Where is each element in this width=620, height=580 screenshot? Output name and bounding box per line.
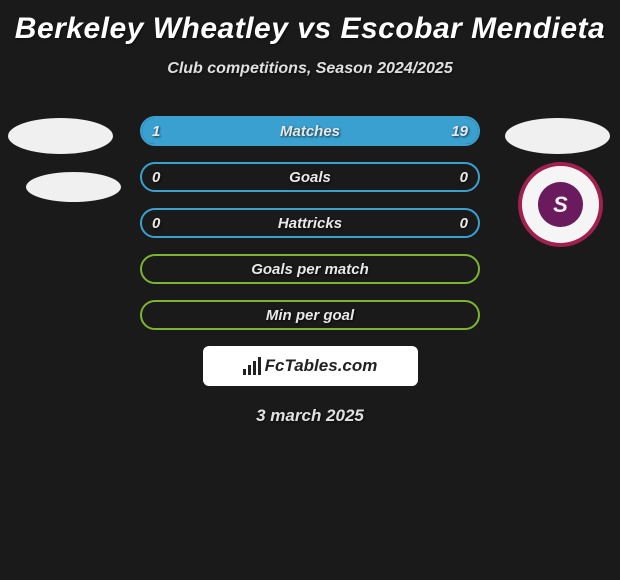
badge-inner: S <box>538 182 583 227</box>
stat-bar: 0Hattricks0 <box>140 208 480 238</box>
team-logo-left <box>8 118 121 220</box>
bar-label: Goals <box>142 164 478 190</box>
bar-label: Goals per match <box>142 256 478 282</box>
date-label: 3 march 2025 <box>0 406 620 426</box>
bar-label: Hattricks <box>142 210 478 236</box>
stat-bar: Goals per match <box>140 254 480 284</box>
stat-bar: Min per goal <box>140 300 480 330</box>
logo-ellipse <box>8 118 113 154</box>
page-title: Berkeley Wheatley vs Escobar Mendieta <box>0 0 620 46</box>
team-logo-right: S <box>505 118 610 247</box>
comparison-bars: 1Matches190Goals00Hattricks0Goals per ma… <box>140 116 480 330</box>
stat-bar: 0Goals0 <box>140 162 480 192</box>
bar-label: Matches <box>142 118 478 144</box>
badge-letter: S <box>553 192 568 218</box>
team-badge: S <box>518 162 603 247</box>
branding-text: FcTables.com <box>265 356 378 376</box>
stat-bar: 1Matches19 <box>140 116 480 146</box>
branding-box: FcTables.com <box>203 346 418 386</box>
chart-icon <box>243 357 261 375</box>
logo-ellipse <box>505 118 610 154</box>
logo-ellipse <box>26 172 121 202</box>
bar-value-right: 19 <box>451 118 468 144</box>
bar-value-right: 0 <box>460 210 468 236</box>
subtitle: Club competitions, Season 2024/2025 <box>0 60 620 78</box>
bar-label: Min per goal <box>142 302 478 328</box>
bar-value-right: 0 <box>460 164 468 190</box>
